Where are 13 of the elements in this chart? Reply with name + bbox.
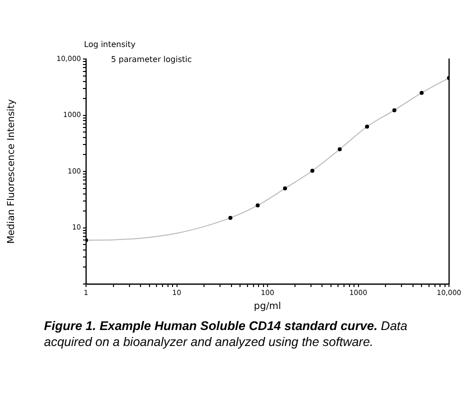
text: Log intensity bbox=[84, 40, 136, 50]
point bbox=[256, 203, 260, 208]
y-axis-title: Median Fluorescence Intensity bbox=[6, 98, 18, 244]
point bbox=[365, 124, 370, 129]
point bbox=[392, 108, 396, 112]
point bbox=[228, 216, 232, 220]
point bbox=[338, 147, 342, 152]
caption: Figure 1. Example Human Soluble CD14 standard curve. bbox=[44, 319, 378, 333]
point bbox=[420, 90, 424, 95]
x-axis-title: pg/ml bbox=[254, 300, 282, 312]
point bbox=[283, 186, 288, 190]
annotation: 5 parameter logistic bbox=[111, 55, 192, 64]
point bbox=[310, 168, 314, 173]
